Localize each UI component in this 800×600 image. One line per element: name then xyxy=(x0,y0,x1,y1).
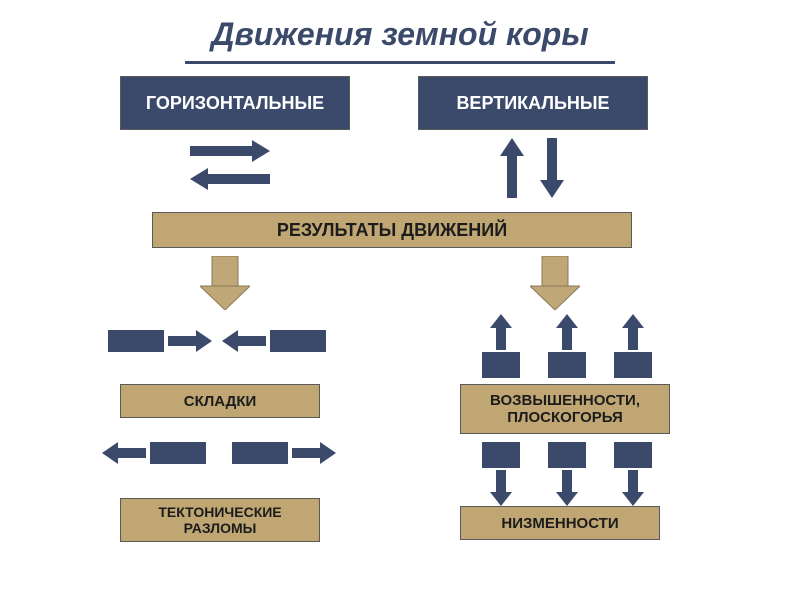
block-icon xyxy=(548,352,586,378)
block-icon xyxy=(150,442,206,464)
box-folds: СКЛАДКИ xyxy=(120,384,320,418)
block-icon xyxy=(614,352,652,378)
block-icon xyxy=(270,330,326,352)
box-tectonic-faults: ТЕКТОНИЧЕСКИЕ РАЗЛОМЫ xyxy=(120,498,320,542)
title-underline xyxy=(185,61,615,64)
arrow-up-icon xyxy=(556,314,578,350)
arrow-right-icon xyxy=(292,442,336,464)
box-vertical: ВЕРТИКАЛЬНЫЕ xyxy=(418,76,648,130)
arrow-left-icon xyxy=(102,442,146,464)
arrow-down-icon xyxy=(490,470,512,506)
page-title: Движения земной коры xyxy=(0,0,800,61)
block-icon xyxy=(108,330,164,352)
big-down-arrow-icon xyxy=(200,256,250,310)
box-horizontal: ГОРИЗОНТАЛЬНЫЕ xyxy=(120,76,350,130)
block-icon xyxy=(548,442,586,468)
box-highlands: ВОЗВЫШЕННОСТИ, ПЛОСКОГОРЬЯ xyxy=(460,384,670,434)
block-icon xyxy=(482,442,520,468)
arrow-down-icon xyxy=(556,470,578,506)
arrow-right-icon xyxy=(190,140,270,162)
arrow-left-icon xyxy=(222,330,266,352)
box-lowlands: НИЗМЕННОСТИ xyxy=(460,506,660,540)
arrow-down-icon xyxy=(622,470,644,506)
arrow-up-icon xyxy=(500,138,524,198)
block-icon xyxy=(482,352,520,378)
box-results: РЕЗУЛЬТАТЫ ДВИЖЕНИЙ xyxy=(152,212,632,248)
arrow-right-icon xyxy=(168,330,212,352)
arrow-up-icon xyxy=(490,314,512,350)
big-down-arrow-icon xyxy=(530,256,580,310)
block-icon xyxy=(614,442,652,468)
arrow-left-icon xyxy=(190,168,270,190)
arrow-down-icon xyxy=(540,138,564,198)
arrow-up-icon xyxy=(622,314,644,350)
block-icon xyxy=(232,442,288,464)
